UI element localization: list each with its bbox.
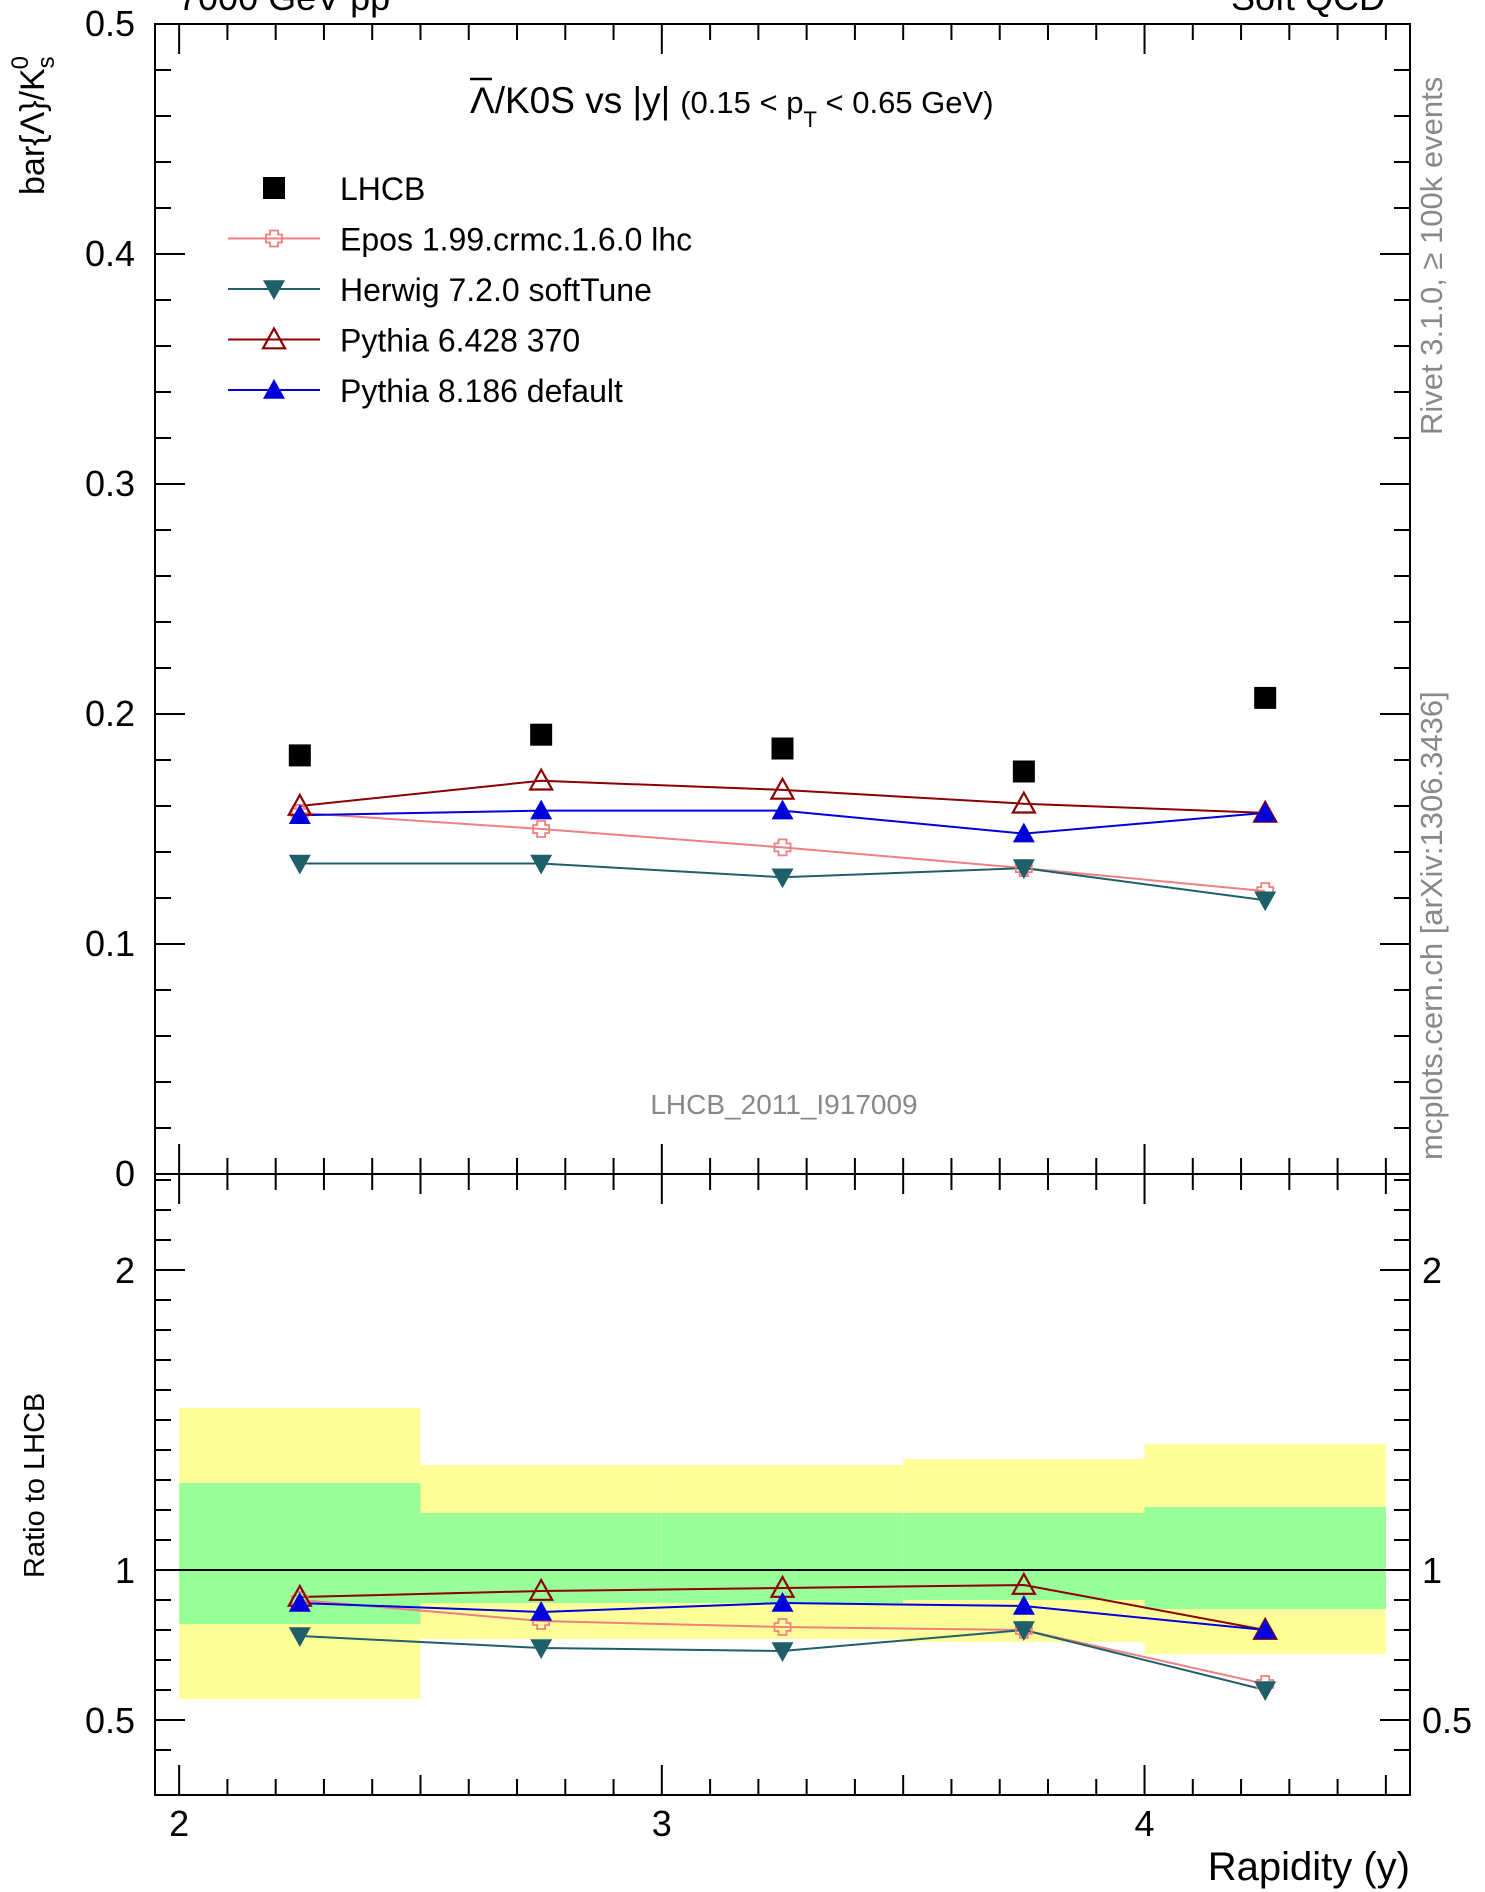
ratio-point-pythia8 — [288, 1592, 311, 1612]
ratio-point-pythia8 — [771, 1592, 794, 1612]
legend-marker-herwig — [263, 280, 285, 300]
x-tick-label: 2 — [169, 1803, 189, 1844]
main-series-line-epos — [299, 811, 1266, 893]
ratio-point-herwig — [771, 1642, 794, 1662]
legend-marker-pythia6 — [261, 326, 287, 350]
legend-label-data: LHCB — [340, 171, 425, 207]
plot-title-cut-sub: T — [803, 107, 816, 132]
analysis-id-label: LHCB_2011_I917009 — [650, 1089, 917, 1120]
rivet-version-label: Rivet 3.1.0, ≥ 100k events — [1414, 77, 1449, 435]
legend-label-pythia8: Pythia 8.186 default — [340, 373, 623, 409]
ratio-band-inner — [1144, 1507, 1386, 1609]
legend-label-herwig: Herwig 7.2.0 softTune — [340, 272, 652, 308]
plot-title-cut-prefix: (0.15 < p — [680, 85, 803, 120]
main-point-herwig — [1012, 859, 1035, 880]
main-point-herwig — [288, 854, 311, 875]
main-point-data — [1254, 686, 1277, 709]
ratio-point-herwig — [1254, 1681, 1277, 1701]
main-point-pythia8 — [771, 799, 794, 820]
main-point-data — [771, 737, 794, 760]
main-y-tick-label: 0.5 — [85, 3, 135, 44]
ratio-point-pythia6 — [528, 1577, 555, 1601]
main-y-tick-label: 0.3 — [85, 463, 135, 504]
main-y-axis-label-text: bar{Λ}/K — [14, 68, 52, 195]
main-point-pythia8 — [1254, 801, 1277, 822]
main-y-axis-label: bar{Λ}/Ks0 — [7, 56, 60, 195]
x-tick-label: 4 — [1135, 1803, 1155, 1844]
plot-title-main: Λ/K0S vs |y| — [470, 80, 670, 121]
header-energy-label: 7000 GeV pp — [178, 0, 390, 18]
ratio-band-inner — [420, 1513, 662, 1603]
main-point-pythia8 — [530, 799, 553, 820]
ratio-y-tick-label-left: 2 — [115, 1250, 135, 1291]
x-tick-label: 3 — [652, 1803, 672, 1844]
legend-label-epos: Epos 1.99.crmc.1.6.0 lhc — [340, 222, 692, 258]
main-point-epos — [773, 838, 792, 857]
main-y-axis-label-sup: 0 — [7, 56, 34, 69]
ratio-point-pythia8 — [1012, 1595, 1035, 1615]
main-series-line-pythia6 — [299, 779, 1266, 814]
x-axis-label: Rapidity (y) — [1208, 1845, 1410, 1889]
mcplots-reference-label: mcplots.cern.ch [arXiv:1306.3436] — [1414, 691, 1449, 1160]
ratio-y-tick-label-right: 1 — [1422, 1550, 1442, 1591]
main-y-tick-label: 0.4 — [85, 233, 135, 274]
plot-title: Λ/K0S vs |y| (0.15 < pT < 0.65 GeV) — [470, 80, 994, 132]
main-point-pythia6 — [528, 767, 555, 791]
main-point-data — [288, 744, 311, 767]
main-point-herwig — [1254, 891, 1277, 912]
ratio-y-tick-label-left: 1 — [115, 1550, 135, 1591]
main-point-epos — [532, 820, 551, 838]
ratio-point-pythia8 — [530, 1601, 553, 1621]
ratio-y-tick-label-left: 0.5 — [85, 1700, 135, 1741]
main-point-pythia6 — [1010, 790, 1037, 814]
ratio-point-epos — [773, 1618, 792, 1636]
ratio-y-axis-label: Ratio to LHCB — [19, 1393, 51, 1578]
main-y-tick-label: 0.2 — [85, 693, 135, 734]
legend-marker-data — [263, 177, 285, 199]
main-point-herwig — [530, 854, 553, 875]
ratio-series-line-epos — [299, 1599, 1266, 1685]
ratio-point-pythia6 — [1010, 1571, 1037, 1595]
legend-marker-pythia8 — [263, 379, 285, 399]
main-y-tick-label: 0 — [115, 1153, 135, 1194]
ratio-plot-frame — [154, 1173, 1411, 1796]
ratio-y-tick-label-right: 2 — [1422, 1250, 1442, 1291]
ratio-point-herwig — [288, 1627, 311, 1647]
ratio-point-herwig — [530, 1639, 553, 1659]
legend-marker-epos — [265, 229, 283, 248]
main-point-herwig — [771, 868, 794, 889]
ratio-point-pythia8 — [1254, 1619, 1277, 1639]
ratio-point-herwig — [1012, 1621, 1035, 1641]
main-point-data — [1012, 760, 1035, 783]
legend: LHCB Epos 1.99.crmc.1.6.0 lhc Herwig 7.2.0… — [228, 171, 692, 409]
plot-title-cut-suffix: < 0.65 GeV) — [817, 85, 994, 120]
ratio-y-tick-label-right: 0.5 — [1422, 1700, 1472, 1741]
legend-label-pythia6: Pythia 6.428 370 — [340, 323, 580, 359]
main-point-pythia8 — [1012, 822, 1035, 843]
main-y-axis-label-sub: s — [33, 56, 60, 68]
header-category-label: Soft QCD — [1231, 0, 1385, 18]
main-panel: 0 0.1 0.2 0.3 0.4 0.5 Λ/K0S vs |y| (0.15 < pT … — [7, 3, 1411, 1194]
main-point-data — [530, 723, 553, 746]
main-point-pythia8 — [288, 804, 311, 824]
main-y-tick-label: 0.1 — [85, 923, 135, 964]
main-point-pythia6 — [769, 776, 796, 800]
ratio-panel: 0.5 0.5 1 1 2 2 2 3 4 Ratio to LHCB Rapidity (y) — [19, 1173, 1472, 1889]
ratio-series-line-pythia6 — [299, 1583, 1266, 1631]
